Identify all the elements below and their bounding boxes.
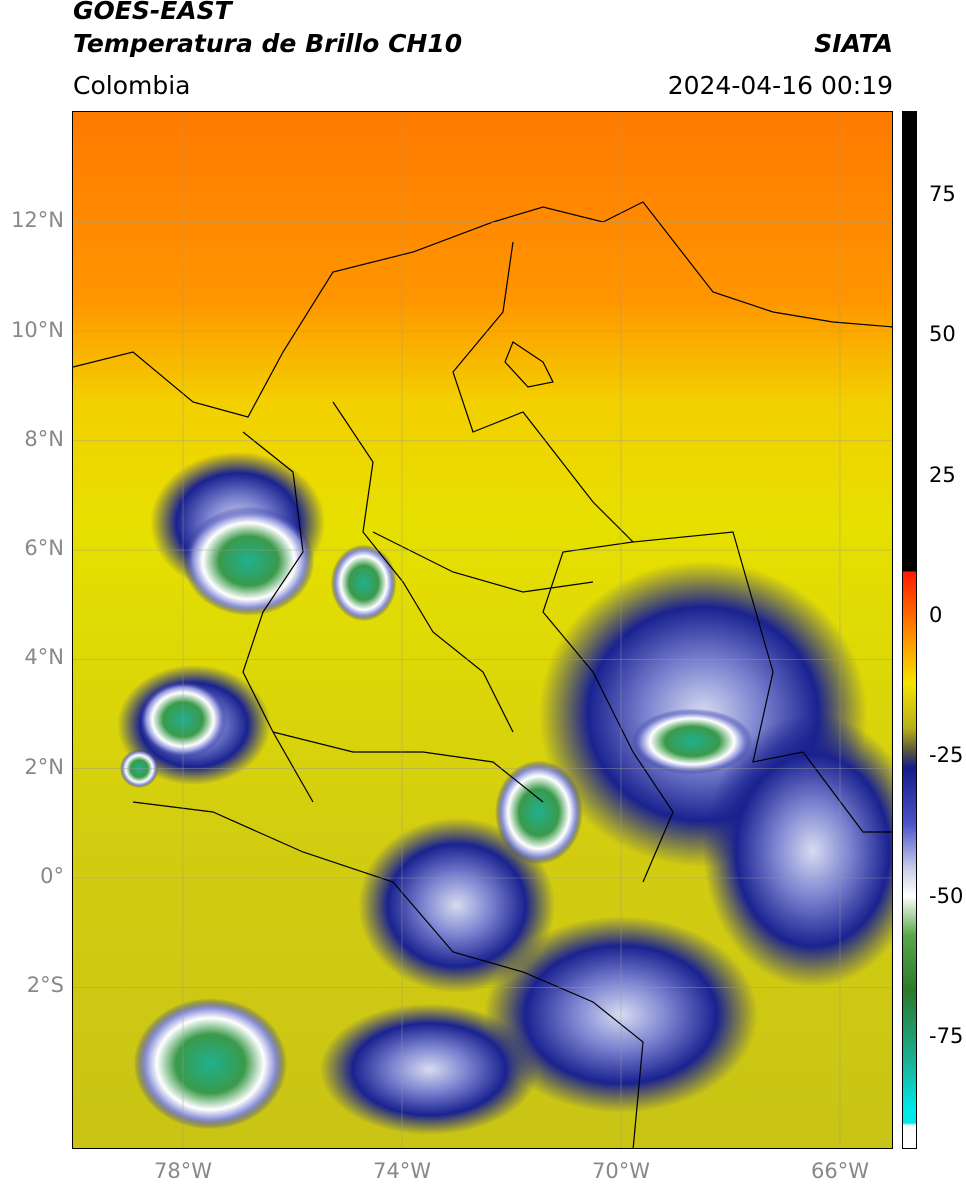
- colorbar-tick-label: 0: [929, 602, 943, 627]
- product-title: Temperatura de Brillo CH10: [73, 29, 463, 58]
- colorbar-tick-label: -50: [929, 883, 964, 908]
- lat-tick-label: 10°N: [11, 317, 64, 342]
- interior-division-3: [372, 531, 594, 593]
- cold-cloud-core-4: [133, 998, 288, 1130]
- timestamp-label: 2024-04-16 00:19: [667, 71, 893, 100]
- lon-tick-label: 66°W: [811, 1159, 869, 1183]
- lon-tick-label: 74°W: [373, 1159, 431, 1183]
- lat-tick-label: 12°N: [11, 208, 64, 233]
- brightness-temperature-map[interactable]: [72, 111, 893, 1149]
- colorbar-tick-label: 50: [929, 322, 956, 347]
- cool-cloud-area-11: [319, 1003, 539, 1135]
- cold-cloud-core-0: [183, 506, 315, 616]
- colorbar-tick-label: 75: [929, 182, 956, 207]
- colorbar-tick-label: 25: [929, 462, 956, 487]
- colorbar-tick-label: -25: [929, 743, 964, 768]
- graticule: [73, 112, 892, 1148]
- interior-division-4: [272, 731, 544, 803]
- colorbar-tick-label: -75: [929, 1023, 964, 1048]
- lon-tick-label: 70°W: [592, 1159, 650, 1183]
- cold-cloud-core-6: [631, 708, 753, 775]
- map-canvas: [73, 112, 892, 1148]
- interior-division-2: [332, 401, 514, 733]
- cool-cloud-area-8: [703, 714, 892, 988]
- lon-tick-label: 78°W: [154, 1159, 212, 1183]
- colombia-southern-border: [132, 801, 644, 1148]
- colorbar: [902, 111, 917, 1149]
- satellite-title: GOES-EAST: [73, 0, 232, 25]
- venezuela-brazil-border: [632, 531, 892, 833]
- lat-tick-label: 6°N: [24, 536, 64, 561]
- lat-tick-label: 2°S: [26, 973, 64, 998]
- lake-maracaibo: [504, 341, 554, 388]
- lat-tick-label: 8°N: [24, 426, 64, 451]
- cool-cloud-area-9: [358, 817, 556, 993]
- organization-label: SIATA: [814, 29, 893, 58]
- region-label: Colombia: [73, 71, 191, 100]
- cold-cloud-core-5: [330, 544, 397, 622]
- lat-tick-label: 4°N: [24, 645, 64, 670]
- lat-tick-label: 2°N: [24, 754, 64, 779]
- lat-tick-label: 0°: [40, 864, 64, 888]
- cold-cloud-core-3: [495, 760, 583, 865]
